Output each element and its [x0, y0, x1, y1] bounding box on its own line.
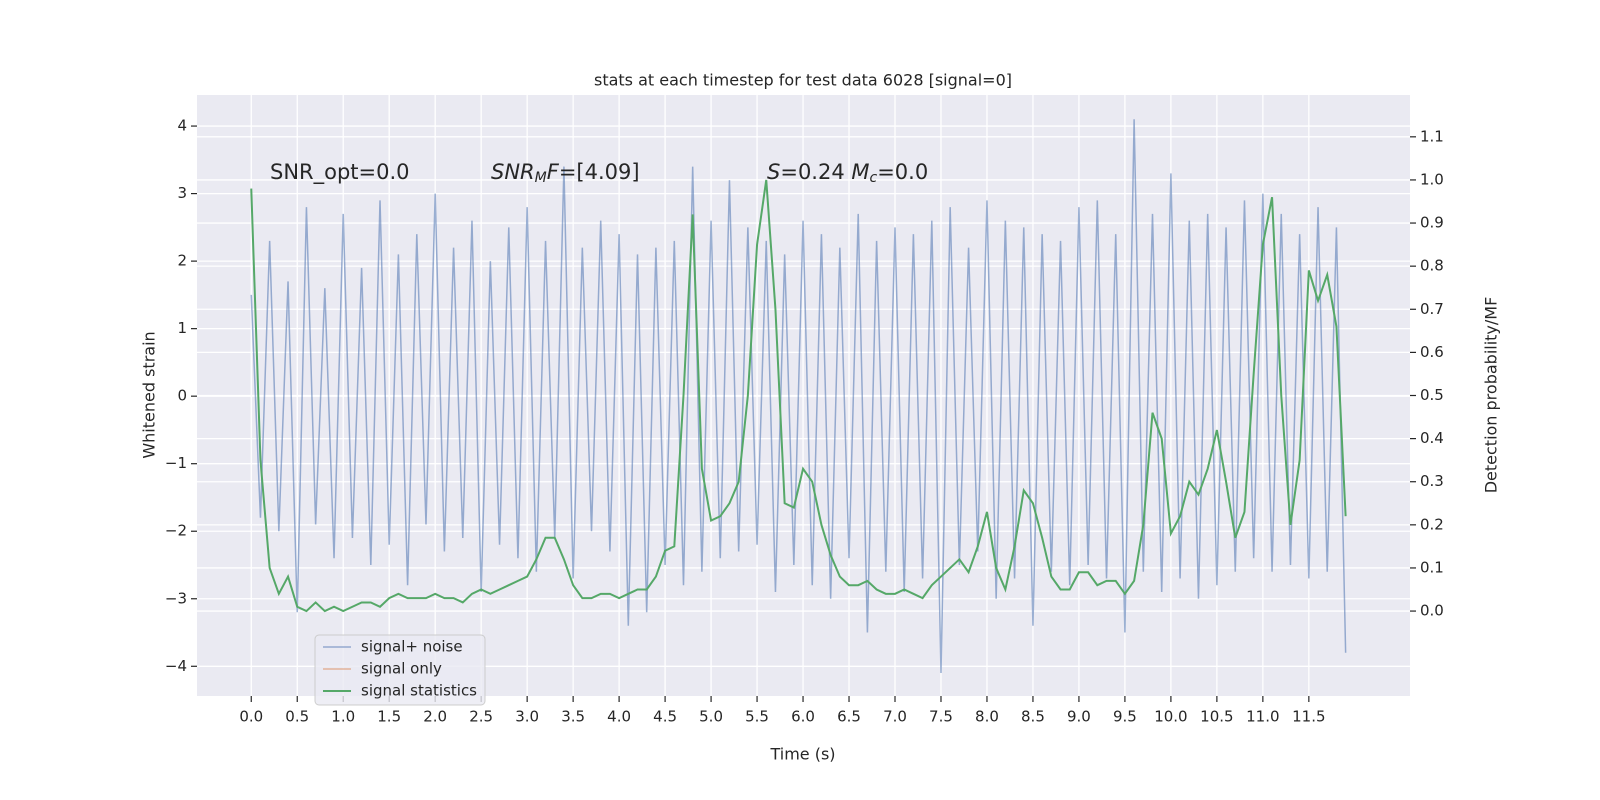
- annotation-part: c: [870, 170, 878, 186]
- y2-tick-label: 1.1: [1420, 127, 1444, 145]
- annotation-part: S: [767, 160, 780, 184]
- x-tick-label: 1.0: [331, 708, 355, 726]
- y2-tick-label: 0.4: [1420, 429, 1444, 447]
- legend-label: signal only: [361, 660, 442, 678]
- x-tick-label: 3.0: [515, 708, 539, 726]
- annotation-part: =[4.09]: [559, 160, 640, 184]
- x-tick-label: 7.5: [929, 708, 953, 726]
- annotation-part: =0.24: [780, 160, 851, 184]
- y-tick-label: −3: [165, 589, 187, 607]
- y-tick-label: 2: [177, 252, 187, 270]
- series-line: [250, 119, 1347, 674]
- y-axis-label: Whitened strain: [140, 331, 159, 458]
- y2-tick-label: 0.2: [1420, 515, 1444, 533]
- x-tick-label: 6.0: [791, 708, 815, 726]
- x-tick-label: 5.5: [745, 708, 769, 726]
- chart-title: stats at each timestep for test data 602…: [594, 71, 1012, 90]
- y-tick-label: −4: [165, 657, 187, 675]
- x-tick-label: 10.5: [1200, 708, 1233, 726]
- y2-tick-label: 1.0: [1420, 170, 1444, 188]
- x-tick-label: 9.5: [1113, 708, 1137, 726]
- annotation-part: SNR_opt=0.0: [270, 160, 410, 185]
- y2-tick-label: 0.3: [1420, 472, 1444, 490]
- legend-label: signal statistics: [361, 682, 477, 700]
- x-tick-label: 2.0: [423, 708, 447, 726]
- y-tick-label: −2: [165, 522, 187, 540]
- y-tick-label: 0: [177, 387, 187, 405]
- series-line: [250, 179, 1347, 613]
- annotation-part: M: [851, 160, 869, 184]
- y2-tick-label: 0.1: [1420, 558, 1444, 576]
- y2-tick-label: 0.0: [1420, 602, 1444, 620]
- x-tick-label: 3.5: [561, 708, 585, 726]
- y-tick-label: 3: [177, 184, 187, 202]
- x-tick-label: 4.0: [607, 708, 631, 726]
- x-tick-label: 5.0: [699, 708, 723, 726]
- x-tick-label: 1.5: [377, 708, 401, 726]
- x-tick-label: 4.5: [653, 708, 677, 726]
- y-tick-label: 4: [177, 117, 187, 135]
- x-tick-label: 0.5: [285, 708, 309, 726]
- y2-axis-label: Detection probability/MF: [1482, 297, 1501, 494]
- x-tick-label: 8.5: [1021, 708, 1045, 726]
- y2-tick-label: 0.9: [1420, 214, 1444, 232]
- y2-tick-label: 0.6: [1420, 343, 1444, 361]
- y-tick-label: 1: [177, 319, 187, 337]
- x-tick-label: 6.5: [837, 708, 861, 726]
- y2-tick-label: 0.8: [1420, 257, 1444, 275]
- legend-box: [314, 634, 486, 706]
- annotation-part: =0.0: [877, 160, 928, 184]
- annotation: S=0.24 Mc=0.0: [767, 160, 928, 186]
- x-tick-label: 0.0: [239, 708, 263, 726]
- y-tick-label: −1: [165, 454, 187, 472]
- x-axis-label: Time (s): [769, 745, 835, 764]
- x-tick-label: 11.0: [1246, 708, 1279, 726]
- annotation-part: SNR: [491, 160, 535, 184]
- annotation-part: M: [535, 170, 547, 186]
- y2-tick-label: 0.7: [1420, 300, 1444, 318]
- annotation-part: F: [547, 160, 560, 184]
- x-tick-label: 9.0: [1067, 708, 1091, 726]
- x-tick-label: 11.5: [1292, 708, 1325, 726]
- x-tick-label: 8.0: [975, 708, 999, 726]
- x-tick-label: 10.0: [1154, 708, 1187, 726]
- x-tick-label: 7.0: [883, 708, 907, 726]
- annotation: SNR_opt=0.0: [270, 160, 410, 185]
- annotation: SNRMF=[4.09]: [491, 160, 640, 186]
- legend-label: signal+ noise: [361, 638, 463, 656]
- x-tick-label: 2.5: [469, 708, 493, 726]
- y2-tick-label: 0.5: [1420, 386, 1444, 404]
